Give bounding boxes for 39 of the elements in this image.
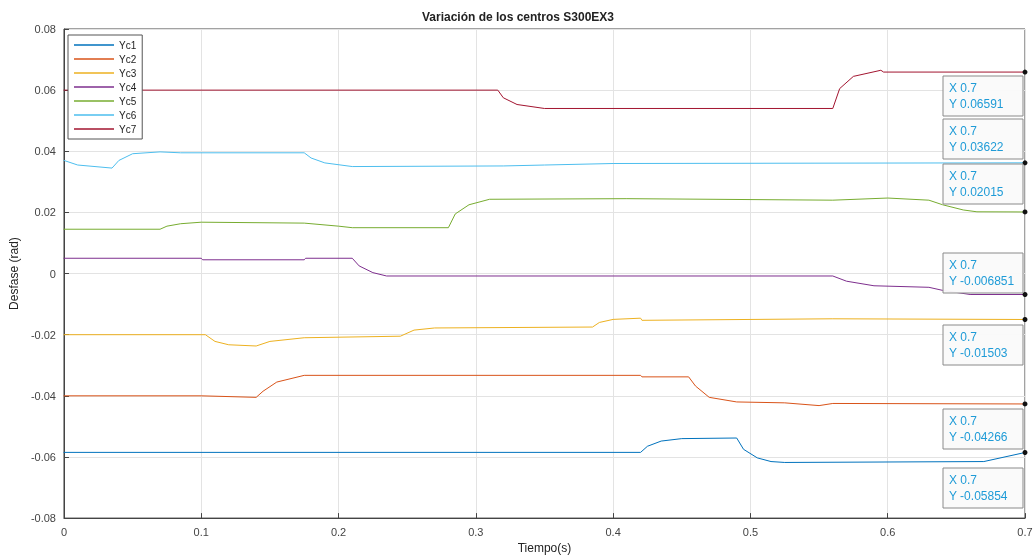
y-tick-label: -0.02	[30, 328, 56, 341]
x-tick-label: 0.7	[1017, 525, 1033, 538]
x-tick-label: 0.1	[193, 525, 209, 538]
annotation: X 0.7 Y -0.05854	[949, 473, 1008, 503]
y-tick-label: 0.06	[34, 84, 56, 97]
legend-label: Yc2	[119, 53, 137, 65]
legend-label: Yc6	[119, 109, 137, 121]
annotation: X 0.7 Y -0.04266	[949, 414, 1008, 444]
x-tick-label: 0.4	[605, 525, 621, 538]
y-tick-label: 0.04	[34, 145, 56, 158]
x-tick-label: 0.5	[742, 525, 759, 538]
legend-label: Yc5	[119, 95, 137, 107]
annotation: X 0.7 Y 0.02015	[949, 169, 1004, 199]
x-axis-title: Tiempo(s)	[517, 541, 572, 555]
legend-label: Yc3	[119, 67, 137, 79]
legend-label: Yc1	[119, 39, 137, 51]
line-series	[63, 317, 1026, 347]
line-series	[63, 197, 1026, 230]
x-tick-label: 0.3	[468, 525, 484, 538]
annotation: X 0.7 Y 0.03622	[949, 124, 1004, 154]
y-tick-label: 0.08	[34, 23, 56, 35]
line-series	[63, 69, 1026, 109]
annotation: X 0.7 Y 0.06591	[949, 81, 1004, 111]
x-tick-label: 0	[60, 525, 68, 538]
y-tick-label: -0.04	[30, 389, 56, 402]
y-tick-label: -0.06	[30, 450, 56, 463]
legend-label: Yc4	[119, 81, 137, 93]
y-axis-title: Desfase (rad)	[7, 237, 21, 310]
line-series	[63, 151, 1026, 169]
legend-label: Yc7	[119, 123, 137, 135]
x-tick-label: 0.6	[880, 525, 896, 538]
y-tick-label: -0.08	[30, 512, 56, 525]
annotation: X 0.7 Y -0.01503	[949, 330, 1008, 360]
chart-title: Variación de los centros S300EX3	[421, 10, 615, 24]
y-tick-label: 0.02	[34, 206, 56, 219]
y-tick-label: 0	[49, 267, 56, 280]
line-series	[63, 374, 1026, 407]
annotation: X 0.7 Y -0.006851	[949, 258, 1015, 288]
x-tick-label: 0.2	[330, 525, 347, 538]
